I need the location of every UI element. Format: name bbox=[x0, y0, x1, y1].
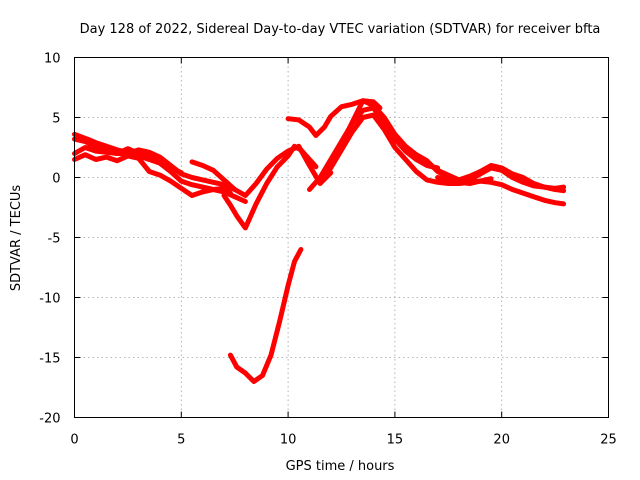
x-tick-label: 10 bbox=[280, 433, 297, 448]
y-tick-label: -15 bbox=[39, 352, 60, 367]
y-tick-label: -5 bbox=[48, 232, 61, 247]
series-line-track-c bbox=[72, 152, 233, 198]
data-series bbox=[72, 98, 567, 384]
axis-ticks: 0 5 10 15 20 25 -20 -15 -10 -5 0 5 10 bbox=[39, 52, 617, 448]
chart-title: Day 128 of 2022, Sidereal Day-to-day VTE… bbox=[80, 22, 601, 37]
series-line-track-f bbox=[221, 143, 319, 231]
series-line-track-e bbox=[189, 143, 334, 198]
y-tick-label: 0 bbox=[52, 172, 60, 187]
x-tick-label: 5 bbox=[177, 433, 185, 448]
x-tick-label: 0 bbox=[70, 433, 78, 448]
y-tick-label: 10 bbox=[44, 52, 61, 67]
x-axis-title: GPS time / hours bbox=[286, 459, 395, 474]
y-tick-label: 5 bbox=[52, 112, 60, 127]
y-axis-title: SDTVAR / TECUs bbox=[9, 185, 24, 292]
series-line-track-n bbox=[456, 178, 567, 207]
x-tick-label: 20 bbox=[493, 433, 510, 448]
y-tick-label: -10 bbox=[39, 292, 60, 307]
x-tick-label: 25 bbox=[600, 433, 617, 448]
y-tick-label: -20 bbox=[39, 412, 60, 427]
series-line-track-b bbox=[72, 136, 238, 192]
series-line-track-d bbox=[72, 131, 184, 176]
x-tick-label: 15 bbox=[387, 433, 404, 448]
series-line-track-g bbox=[227, 247, 304, 384]
